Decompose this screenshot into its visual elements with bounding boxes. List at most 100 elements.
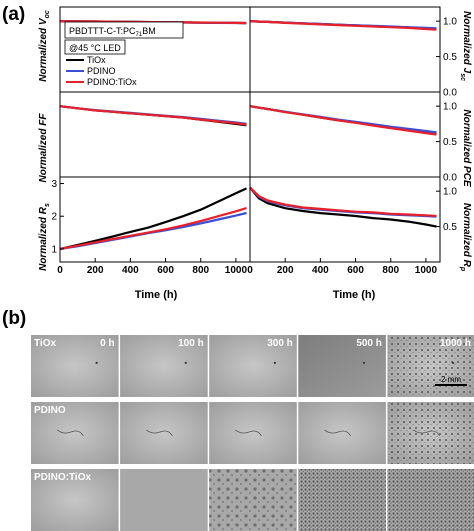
- micrograph-image: [209, 335, 297, 397]
- series-line-rp-tiox: [249, 186, 437, 228]
- row-label: TiOx: [34, 338, 56, 349]
- defect-mark: [235, 429, 262, 437]
- micrograph-pdino-0h: PDINO: [31, 402, 119, 464]
- micrograph-tiox-100h: 100 h: [120, 335, 208, 397]
- ytick-label-pce: 0.0: [443, 173, 457, 184]
- xlabel-left: Time (h): [135, 289, 178, 301]
- legend-label-pdino-tiox: PDINO:TiOx: [87, 77, 137, 87]
- subplot-pce: 0.0 0.5 1.0: [249, 91, 457, 184]
- micrograph-image: [120, 402, 208, 464]
- ylabel-rp: Normalized Rp: [459, 203, 472, 272]
- xtick-label-rs: 400: [122, 265, 139, 276]
- time-label: 1000 h: [440, 338, 471, 349]
- ytick-label-jsc: 0.5: [443, 52, 457, 63]
- scale-bar-label: 2 mm: [441, 375, 461, 384]
- micrograph-pdino-tiox-100h: [120, 469, 208, 531]
- subplot-jsc: 0.0 0.5 1.0: [249, 6, 457, 99]
- defect-mark: [362, 361, 366, 365]
- plot-grid: 0.0 0.5 1.0 0.0 0.5 1.0 1 2 3 0 200 400 600 800 1000 0.…: [51, 6, 457, 276]
- defect-mark: [146, 429, 173, 437]
- device-box: [64, 21, 184, 39]
- device-label: PBDTTT-C-T:PC71BM: [69, 26, 156, 38]
- time-label: 100 h: [178, 338, 204, 349]
- series-line-rp-pdino-tiox: [249, 186, 437, 218]
- xtick-label-rp: 600: [347, 265, 364, 276]
- xtick-label-rs: 200: [87, 265, 104, 276]
- legend-label-pdino: PDINO: [87, 66, 116, 76]
- ylabel-ff: Normalized FF: [38, 113, 49, 183]
- ytick-label-jsc: 1.0: [443, 17, 457, 28]
- defect-mark: [413, 429, 441, 437]
- micrograph-pdino-300h: [209, 402, 297, 464]
- xtick-label-rs: 600: [157, 265, 174, 276]
- micrograph-pdino-100h: [120, 402, 208, 464]
- xtick-label-rp: 0: [247, 265, 253, 276]
- xlabel-right: Time (h): [333, 289, 376, 301]
- subplot-rp: 0.5 1.0 0 200 400 600 800 1000: [247, 176, 457, 276]
- micrograph-texture: [387, 469, 474, 531]
- row-label: PDINO: [34, 405, 66, 416]
- micrograph-pdino-500h: [298, 402, 386, 464]
- defect-mark: [95, 361, 98, 365]
- micrograph-grid: 0 h TiOx 100 h 300 h 500 h 1000 h PDINO PDINO:T…: [31, 335, 474, 531]
- ylabel-voc: Normalized Voc: [38, 10, 51, 82]
- condition-box: [64, 39, 126, 55]
- defect-mark: [451, 361, 455, 365]
- micrograph-tiox-300h: 300 h: [209, 335, 297, 397]
- ytick-label-jsc: 0.0: [443, 88, 457, 99]
- micrograph-image: [298, 335, 386, 397]
- xtick-label-rs: 0: [57, 265, 63, 276]
- micrograph-texture: [298, 469, 386, 531]
- defect-mark: [273, 361, 277, 365]
- subplot-rs: 1 2 3 0 200 400 600 800 1000: [51, 176, 251, 276]
- micrograph-tiox-1000h: 1000 h: [387, 335, 474, 397]
- xtick-label-rp: 200: [277, 265, 294, 276]
- ytick-label-pce: 1.0: [443, 102, 457, 113]
- series-line-rs-tiox: [59, 187, 247, 250]
- time-label: 500 h: [356, 338, 382, 349]
- defect-mark: [57, 429, 84, 437]
- micrograph-image: [209, 402, 297, 464]
- legend-label-tiox: TiOx: [87, 55, 106, 65]
- ylabel-jsc: Normalized Jsc: [459, 11, 472, 81]
- ylabel-rs: Normalized Rs: [38, 203, 51, 271]
- axes-frame-rp: [249, 176, 441, 263]
- row-label: PDINO:TiOx: [34, 472, 91, 483]
- xtick-label-rp: 1000: [415, 265, 438, 276]
- xtick-label-rs: 800: [192, 265, 209, 276]
- micrograph-texture: [387, 402, 474, 464]
- micrograph-tiox-0h: 0 h TiOx: [31, 335, 119, 397]
- micrograph-texture: [387, 335, 474, 397]
- ytick-label-pce: 0.5: [443, 137, 457, 148]
- legend: TiOx PDINO PDINO:TiOx: [66, 55, 137, 87]
- xtick-label-rp: 800: [382, 265, 399, 276]
- micrograph-image: [120, 469, 208, 531]
- ytick-label-rs: 3: [51, 179, 57, 190]
- subplot-ff: [59, 91, 251, 178]
- micrograph-pdino-1000h: [387, 402, 474, 464]
- series-line-jsc-pdino-tiox: [249, 20, 437, 31]
- defect-mark: [184, 361, 187, 365]
- axes-frame-pce: [249, 91, 441, 178]
- micrograph-image: [31, 335, 119, 397]
- series-line-pce-pdino-tiox: [249, 105, 437, 136]
- ytick-label-rp: 1.0: [443, 187, 457, 198]
- micrograph-image: [298, 402, 386, 464]
- micrograph-tiox-500h: 500 h: [298, 335, 386, 397]
- micrograph-pdino-tiox-0h: PDINO:TiOx: [31, 469, 119, 531]
- xtick-label-rp: 400: [312, 265, 329, 276]
- micrograph-pdino-tiox-500h: [298, 469, 386, 531]
- micrograph-texture: [209, 469, 297, 531]
- micrograph-pdino-tiox-300h: [209, 469, 297, 531]
- ylabel-pce: Normalized PCE: [461, 109, 472, 187]
- condition-label: @45 °C LED: [69, 43, 121, 53]
- time-label: 300 h: [267, 338, 293, 349]
- micrograph-pdino-tiox-1000h: [387, 469, 474, 531]
- ytick-label-rs: 1: [51, 244, 57, 255]
- micrograph-image: [31, 402, 119, 464]
- micrograph-image: [31, 469, 119, 531]
- ytick-label-rs: 2: [51, 212, 57, 223]
- axes-frame-jsc: [249, 6, 441, 93]
- defect-mark: [324, 429, 351, 437]
